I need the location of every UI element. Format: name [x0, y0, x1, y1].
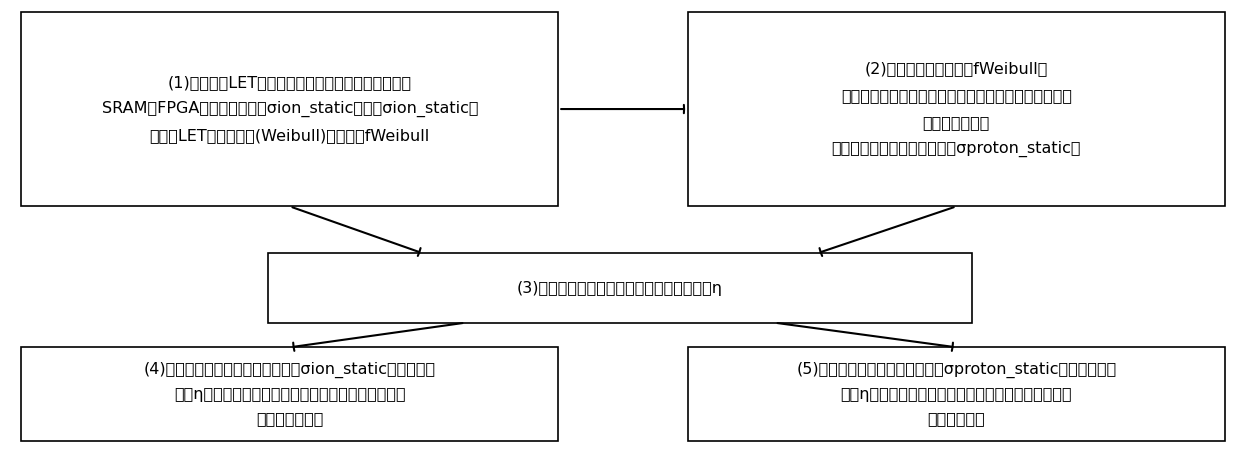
Bar: [688, 12, 1225, 207]
Bar: [21, 347, 558, 441]
Text: 重离子LET值的威布尔(Weibull)函数关系fWeibull: 重离子LET值的威布尔(Weibull)函数关系fWeibull: [150, 128, 430, 144]
Text: (2)利用威布尔函数关系fWeibull，: (2)利用威布尔函数关系fWeibull，: [864, 61, 1048, 76]
Bar: [21, 12, 558, 207]
Text: 因子η，计算系统动态错误截面，获得系统在质子辐照: 因子η，计算系统动态错误截面，获得系统在质子辐照: [841, 387, 1073, 402]
Text: 在质子辐照下的静态翻转截面σproton_static；: 在质子辐照下的静态翻转截面σproton_static；: [832, 141, 1081, 157]
Bar: [688, 347, 1225, 441]
Bar: [268, 253, 972, 323]
Text: ，分析得到器件: ，分析得到器件: [923, 115, 990, 130]
Text: SRAM型FPGA的静态翻转截面σion_static，以及σion_static与: SRAM型FPGA的静态翻转截面σion_static，以及σion_stati…: [102, 101, 479, 117]
Text: (1)采用基于LET值修正的地面加速器重离子试验获取: (1)采用基于LET值修正的地面加速器重离子试验获取: [167, 75, 412, 90]
Text: 照下的错误特性: 照下的错误特性: [257, 411, 324, 426]
Text: (3)获取系统在任意工作模式下的敏感位因子η: (3)获取系统在任意工作模式下的敏感位因子η: [517, 280, 723, 295]
Text: 采用基于重离子试验数据的器件质子翻转截面反演方法: 采用基于重离子试验数据的器件质子翻转截面反演方法: [841, 88, 1071, 103]
Text: 下的错误特性: 下的错误特性: [928, 411, 986, 426]
Text: (4)根据器件在重离子静态翻转截面σion_static和系统敏感: (4)根据器件在重离子静态翻转截面σion_static和系统敏感: [144, 361, 435, 378]
Text: (5)根据器件的质子静态翻转截面σproton_static和系统计敏感: (5)根据器件的质子静态翻转截面σproton_static和系统计敏感: [796, 361, 1116, 378]
Text: 因子η，计算系统动态错误截面，获得系统在重离子辐: 因子η，计算系统动态错误截面，获得系统在重离子辐: [174, 387, 405, 402]
